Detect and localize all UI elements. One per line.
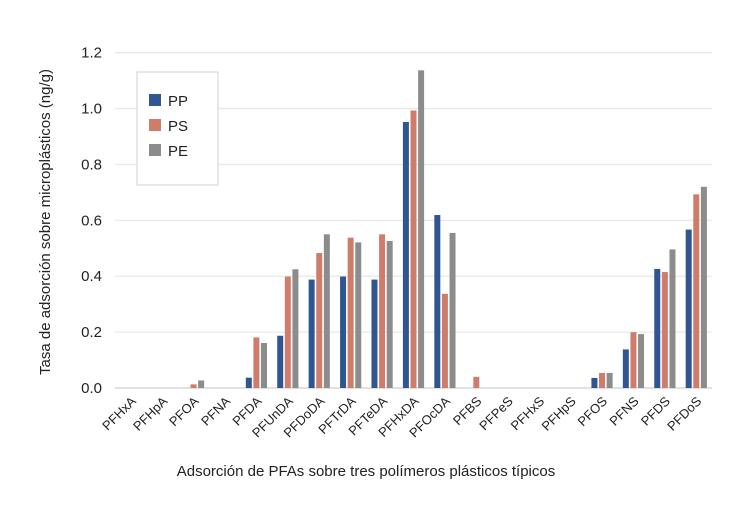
- bar-pp-pfos: [591, 377, 598, 388]
- bar-ps-pfdos: [693, 194, 700, 388]
- bar-pp-pfdos: [685, 229, 692, 388]
- bar-pe-pftrda: [355, 242, 362, 388]
- bar-pp-pfocda: [434, 215, 441, 388]
- bar-pp-pftrda: [340, 276, 347, 388]
- bar-pe-pfdos: [700, 186, 707, 388]
- bar-ps-pfds: [661, 272, 668, 388]
- y-tick-label: 0.4: [81, 268, 102, 285]
- bar-pe-pfhxda: [418, 70, 425, 388]
- bar-pe-pfoa: [198, 380, 205, 388]
- bar-pp-pfns: [622, 349, 629, 388]
- bars: [190, 70, 707, 389]
- x-tick-label: PFNS: [606, 393, 641, 428]
- bar-ps-pfteda: [379, 234, 386, 388]
- bar-pe-pfns: [638, 334, 645, 388]
- x-tick-label: PFNA: [198, 393, 233, 428]
- bar-pe-pfdoda: [323, 234, 330, 388]
- bar-pe-pfda: [260, 343, 267, 388]
- bar-ps-pfda: [253, 337, 260, 388]
- x-tick-label: PFDoS: [664, 393, 704, 433]
- x-tick-label: PFOA: [166, 393, 202, 429]
- legend: PP PS PE: [136, 71, 219, 186]
- bar-pe-pfteda: [386, 241, 393, 388]
- x-tick-label: PFHpS: [538, 393, 578, 433]
- bar-pp-pfunda: [277, 335, 284, 388]
- bar-ps-pfunda: [284, 276, 291, 388]
- bar-pp-pfda: [245, 377, 252, 388]
- bar-pe-pfunda: [292, 269, 299, 388]
- bar-ps-pfdoda: [316, 253, 323, 388]
- legend-label-pe: PE: [168, 143, 188, 160]
- bar-pp-pfds: [654, 268, 661, 388]
- bar-ps-pfoa: [190, 384, 197, 388]
- x-tick-label: PFOS: [575, 393, 611, 429]
- bar-pp-pfdoda: [308, 279, 315, 388]
- bar-ps-pfhxda: [410, 110, 417, 389]
- y-tick-labels: 0.0 0.2 0.4 0.6 0.8 1.0 1.2: [81, 45, 102, 397]
- bar-ps-pfocda: [441, 293, 448, 388]
- bar-pe-pfds: [669, 249, 676, 388]
- legend-swatch-pe: [149, 144, 161, 156]
- legend-label-ps: PS: [168, 118, 188, 135]
- y-axis-label: Tasa de adsorción sobre microplásticos (…: [37, 69, 54, 375]
- bar-ps-pfbs: [473, 376, 480, 388]
- bar-ps-pftrda: [347, 237, 354, 388]
- legend-swatch-pp: [149, 94, 161, 106]
- x-axis-label: Adsorción de PFAs sobre tres polímeros p…: [177, 463, 556, 480]
- bar-pe-pfos: [606, 372, 613, 388]
- y-tick-label: 0.8: [81, 156, 102, 173]
- legend-label-pp: PP: [168, 93, 188, 110]
- legend-swatch-ps: [149, 119, 161, 131]
- bar-ps-pfns: [630, 332, 637, 388]
- x-tick-label: PFPeS: [476, 393, 516, 433]
- x-tick-label: PFHpA: [130, 393, 170, 433]
- x-tick-labels: PFHxAPFHpAPFOAPFNAPFDAPFUnDAPFDoDAPFTrDA…: [99, 393, 705, 440]
- bar-pp-pfteda: [371, 279, 378, 388]
- bar-pe-pfocda: [449, 232, 456, 388]
- y-tick-label: 0.2: [81, 324, 102, 341]
- y-tick-label: 0.6: [81, 212, 102, 229]
- bar-pp-pfhxda: [402, 121, 409, 388]
- y-tick-label: 0.0: [81, 380, 102, 397]
- y-tick-label: 1.0: [81, 101, 102, 118]
- y-tick-label: 1.2: [81, 45, 102, 62]
- bar-ps-pfos: [599, 372, 606, 388]
